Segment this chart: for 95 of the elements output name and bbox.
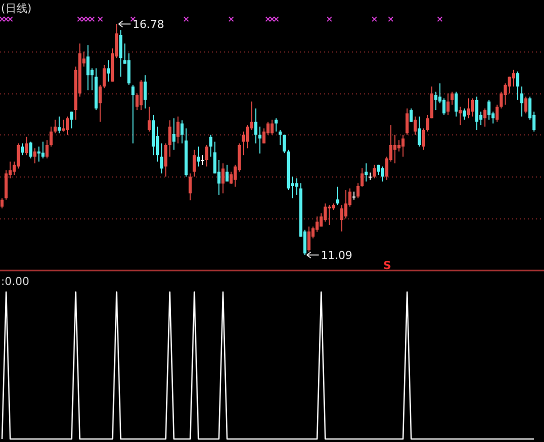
candlestick	[274, 118, 278, 132]
candlestick	[254, 108, 258, 144]
candlestick	[471, 98, 474, 118]
candlestick	[406, 108, 409, 136]
candlestick	[16, 142, 20, 170]
candlestick	[160, 142, 164, 174]
candlestick	[356, 182, 360, 199]
candlestick	[475, 96, 478, 130]
candlestick	[352, 191, 356, 200]
candlestick	[62, 119, 65, 132]
candlestick	[192, 149, 196, 178]
candlestick	[520, 86, 524, 118]
candlestick	[144, 74, 147, 109]
candlestick	[70, 111, 74, 129]
candlestick	[54, 119, 57, 134]
candlestick	[410, 108, 413, 122]
candlestick	[226, 164, 229, 182]
candlestick	[328, 204, 331, 226]
candlestick	[164, 142, 168, 178]
candlestick	[422, 128, 426, 150]
candlestick	[46, 140, 49, 159]
candlestick	[50, 126, 53, 148]
candlestick	[58, 116, 61, 134]
candlestick	[131, 84, 135, 144]
candlestick	[119, 30, 122, 78]
candlestick	[278, 129, 282, 146]
candlestick	[516, 71, 520, 100]
candlestick	[37, 146, 40, 162]
candlestick	[393, 134, 396, 164]
candlestick	[336, 186, 340, 206]
candlestick	[25, 136, 28, 156]
annotation: 16.78	[118, 18, 164, 31]
candlestick	[524, 96, 528, 114]
candlestick	[102, 64, 106, 89]
candlestick	[168, 120, 172, 158]
candlestick	[418, 116, 421, 148]
candlestick	[282, 134, 286, 154]
candlestick	[29, 141, 32, 159]
candlestick	[340, 204, 344, 232]
candlestick	[86, 44, 90, 91]
candlestick	[344, 190, 348, 219]
candlestick	[0, 198, 4, 209]
candlestick	[462, 108, 466, 120]
candlestick	[442, 98, 446, 116]
candlestick	[106, 60, 110, 82]
annotation: 16.78	[132, 18, 164, 31]
candlestick	[508, 76, 511, 94]
candlestick	[148, 106, 151, 132]
candlestick	[414, 116, 417, 136]
candlestick	[258, 126, 262, 154]
candlestick	[200, 154, 204, 166]
annotation: S	[383, 259, 392, 272]
candlestick	[466, 98, 470, 119]
candlestick	[33, 148, 36, 164]
candlestick	[20, 142, 24, 156]
candlestick	[316, 216, 319, 232]
candlestick	[41, 141, 45, 159]
candlestick	[205, 144, 208, 167]
candlestick	[307, 226, 310, 252]
annotation: 11.09	[320, 249, 352, 262]
candlestick	[209, 134, 212, 158]
candlestick	[512, 69, 516, 88]
candlestick	[450, 91, 454, 106]
candlestick	[246, 124, 250, 149]
candlestick	[295, 178, 298, 196]
candlestick	[454, 91, 458, 118]
candlestick	[180, 120, 184, 144]
candlestick	[487, 99, 490, 120]
candlestick	[458, 106, 462, 126]
candlestick	[262, 128, 266, 144]
candlestick	[446, 92, 450, 116]
candlestick	[270, 119, 274, 136]
candlestick	[381, 166, 384, 182]
annotation: 11.09	[306, 249, 352, 262]
candlestick	[176, 116, 180, 144]
candlestick	[372, 164, 376, 179]
candlestick	[66, 116, 70, 136]
candlestick	[324, 202, 327, 222]
candlestick	[397, 140, 400, 152]
candlestick	[98, 84, 102, 122]
candlestick	[172, 118, 176, 150]
candlestick	[434, 91, 438, 111]
title: (日线)	[1, 2, 32, 15]
candlestick	[496, 104, 499, 122]
candlestick	[140, 80, 143, 111]
title: :0.00	[1, 275, 30, 288]
candlestick	[360, 168, 364, 188]
candlestick	[426, 114, 430, 132]
candlestick	[127, 52, 130, 86]
candlestick	[188, 172, 192, 201]
candlestick	[483, 108, 486, 128]
candlestick	[221, 162, 225, 194]
candlestick	[364, 162, 368, 182]
candlestick	[368, 172, 372, 180]
candlestick	[401, 134, 405, 158]
